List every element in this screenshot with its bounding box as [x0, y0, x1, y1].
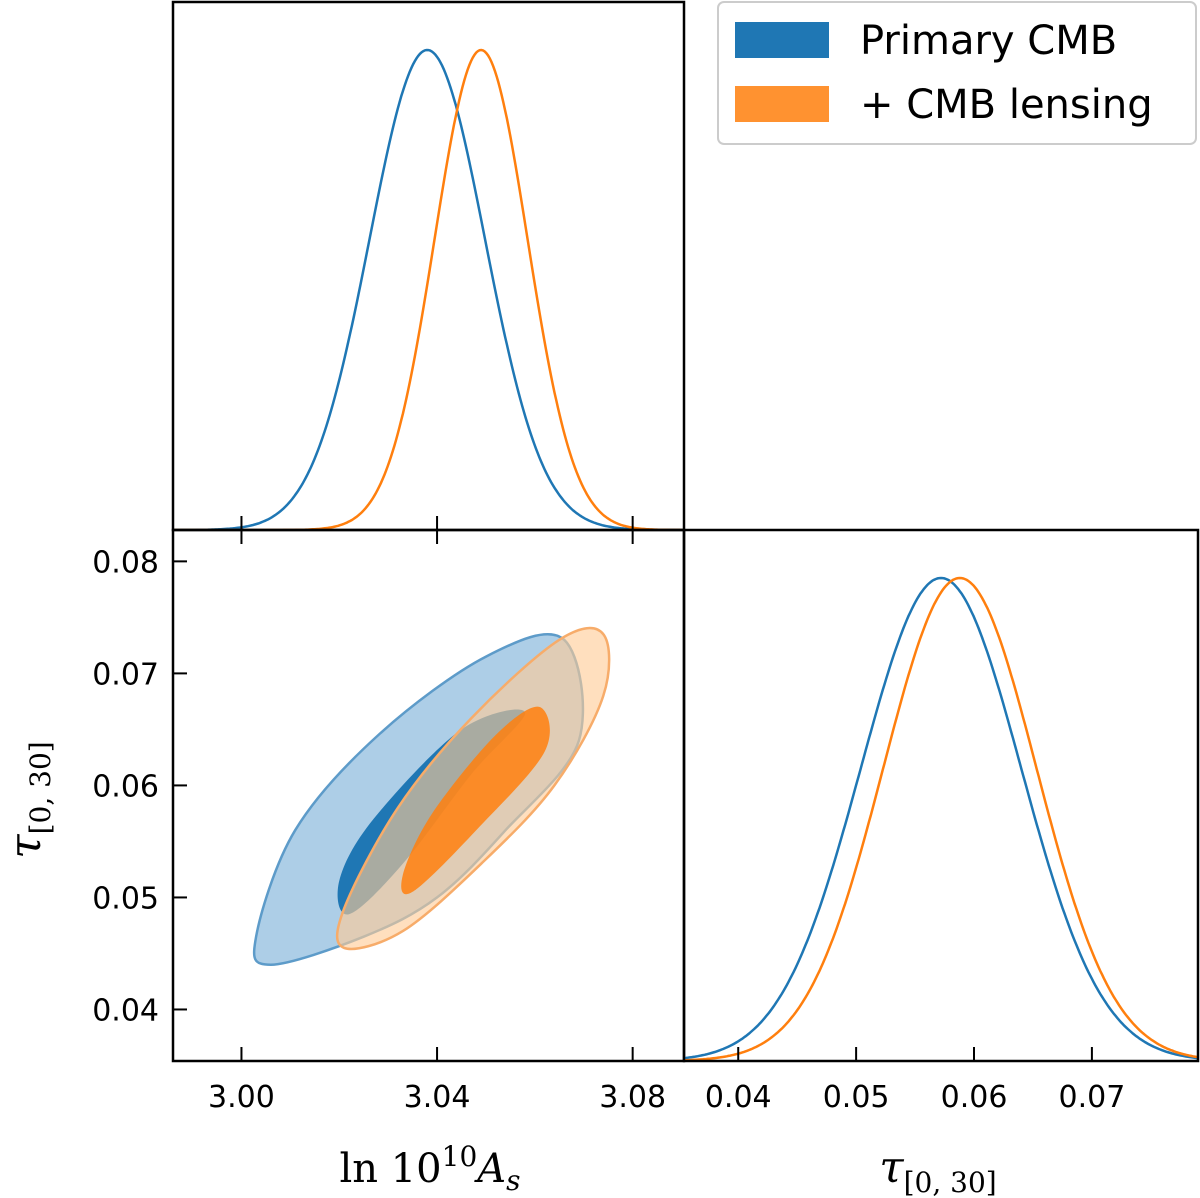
- joint-contours: [252, 626, 611, 966]
- tau-curve-lensing: [684, 576, 1198, 1061]
- joint-ticks: 3.00 3.04 3.08 0.04 0.05 0.06 0.07 0.08: [92, 530, 666, 1115]
- lnAs-top-ticks: [240, 516, 634, 530]
- xlabel-var: A: [473, 1146, 506, 1192]
- panel-tau-frame: [682, 528, 1200, 1063]
- legend-label-lensing: + CMB lensing: [860, 82, 1153, 128]
- tau-y-tick-label: 0.05: [92, 881, 159, 916]
- panel-lnAs-1d: [171, 0, 686, 532]
- tau-posterior-curves: [684, 576, 1198, 1061]
- legend-box: [717, 1, 1197, 145]
- x-axis-label-tau: τ[0, 30]: [879, 1142, 996, 1198]
- tau-x-tick-label: 0.07: [1059, 1080, 1126, 1115]
- tau-xlabel-sub: [0, 30]: [904, 1166, 997, 1198]
- tau-curve-primary: [684, 576, 1198, 1060]
- tau-y-tick-label: 0.08: [92, 545, 159, 580]
- lnAs-x-tick-label: 3.08: [599, 1080, 666, 1115]
- tau-x-tick-label: 0.05: [823, 1080, 890, 1115]
- panel-tau-1d: 0.04 0.05 0.06 0.07: [682, 528, 1200, 1115]
- tau-y-tick-label: 0.06: [92, 769, 159, 804]
- xlabel-sup: 10: [442, 1140, 478, 1173]
- lnAs-x-tick-label: 3.00: [208, 1080, 275, 1115]
- x-axis-label-lnAs: ln 1010As: [339, 1140, 520, 1197]
- xlabel-sub: s: [506, 1164, 520, 1197]
- tau-x-tick-label: 0.04: [705, 1080, 772, 1115]
- tau-y-tick-label: 0.04: [92, 993, 159, 1028]
- legend-label-primary: Primary CMB: [860, 18, 1117, 64]
- lnAs-posterior-curves: [173, 48, 684, 530]
- tau-ylabel-symbol: τ: [0, 834, 51, 859]
- tau-x-tick-label: 0.06: [941, 1080, 1008, 1115]
- lnAs-x-tick-label: 3.04: [404, 1080, 471, 1115]
- lnAs-curve-primary: [173, 48, 684, 530]
- xlabel-ln: ln 10: [339, 1146, 441, 1192]
- tau-ylabel-sub: [0, 30]: [24, 741, 57, 834]
- panel-lnAs-frame: [171, 0, 686, 532]
- legend: Primary CMB + CMB lensing: [717, 1, 1197, 145]
- legend-swatch-lensing: [735, 86, 829, 122]
- panel-lnAs-tau-2d: 3.00 3.04 3.08 0.04 0.05 0.06 0.07 0.08: [92, 528, 686, 1115]
- legend-swatch-primary: [735, 22, 829, 58]
- y-axis-label-tau: τ[0, 30]: [0, 741, 57, 858]
- contour-68-lensing: [401, 706, 550, 895]
- tau-ticks: 0.04 0.05 0.06 0.07: [705, 1047, 1125, 1115]
- tau-y-tick-label: 0.07: [92, 657, 159, 692]
- lnAs-curve-lensing: [173, 48, 684, 530]
- tau-xlabel-symbol: τ: [879, 1142, 904, 1193]
